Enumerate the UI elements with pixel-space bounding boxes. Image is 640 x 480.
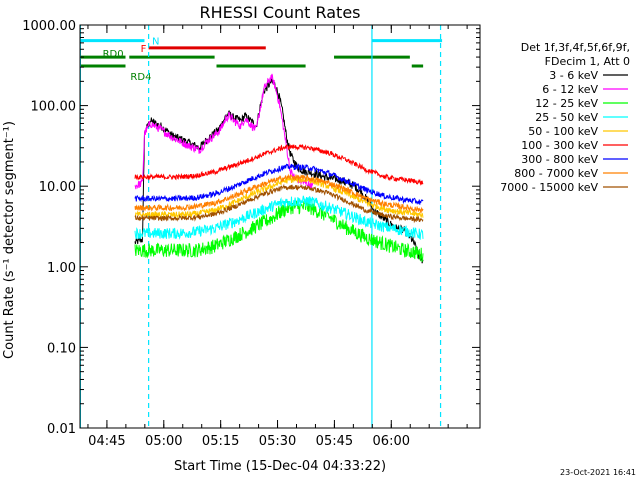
series-300-800-kev bbox=[134, 163, 424, 205]
x-axis-label: Start Time (15-Dec-04 04:33:22) bbox=[174, 459, 386, 474]
series-3-6-kev bbox=[134, 77, 424, 264]
chart-title: RHESSI Count Rates bbox=[200, 3, 361, 22]
flag-label-rd0: RD0 bbox=[103, 49, 124, 60]
legend: Det 1f,3f,4f,5f,6f,9f, FDecim 1, Att 0 3… bbox=[500, 41, 630, 194]
flag-label-n: N bbox=[152, 37, 159, 48]
y-tick-label: 10.00 bbox=[39, 180, 76, 195]
legend-item-label: 300 - 800 keV bbox=[521, 153, 598, 166]
y-tick-label: 1000.00 bbox=[22, 19, 76, 34]
legend-item-label: 7000 - 15000 keV bbox=[500, 181, 598, 194]
y-tick-label: 0.10 bbox=[47, 341, 76, 356]
y-tick-label: 100.00 bbox=[31, 100, 77, 115]
x-tick-label: 04:45 bbox=[88, 434, 125, 449]
series-25-50-kev bbox=[134, 195, 424, 241]
footer-date: 23-Oct-2021 16:41 bbox=[560, 468, 636, 477]
series-7000-15000-kev bbox=[134, 183, 424, 224]
legend-item-label: 100 - 300 keV bbox=[521, 139, 598, 152]
x-tick-label: 05:00 bbox=[145, 434, 182, 449]
x-tick-label: 05:15 bbox=[202, 434, 239, 449]
y-tick-label: 0.01 bbox=[47, 422, 76, 437]
y-tick-label: 1.00 bbox=[47, 261, 76, 276]
series-12-25-kev bbox=[134, 200, 424, 262]
legend-item-label: 3 - 6 keV bbox=[549, 69, 598, 82]
series-50-100-kev bbox=[134, 176, 424, 220]
legend-header-2: FDecim 1, Att 0 bbox=[545, 55, 630, 68]
flag-bars: NF RD0 RD4 bbox=[80, 37, 443, 83]
legend-header-1: Det 1f,3f,4f,5f,6f,9f, bbox=[521, 41, 630, 54]
x-tick-label: 05:45 bbox=[316, 434, 353, 449]
x-tick-label: 06:00 bbox=[373, 434, 410, 449]
plot-frame bbox=[79, 24, 481, 429]
legend-item-label: 50 - 100 keV bbox=[528, 125, 598, 138]
legend-item-label: 12 - 25 keV bbox=[535, 97, 598, 110]
legend-item-label: 25 - 50 keV bbox=[535, 111, 598, 124]
flag-label-f: F bbox=[141, 44, 147, 55]
series-800-7000-kev bbox=[134, 173, 424, 214]
x-axis: 04:45 05:00 05:15 05:30 05:45 06:00 bbox=[87, 25, 468, 449]
y-axis-label: Count Rate (s⁻¹ detector segment⁻¹) bbox=[2, 121, 17, 359]
flag-label-rd4: RD4 bbox=[130, 72, 151, 83]
legend-item-label: 6 - 12 keV bbox=[542, 83, 598, 96]
y-axis: 1000.00 100.00 10.00 1.00 0.10 0.01 bbox=[22, 19, 480, 437]
series-lines bbox=[134, 73, 424, 264]
legend-item-label: 800 - 7000 keV bbox=[514, 167, 598, 180]
series-6-12-kev bbox=[134, 73, 314, 190]
x-tick-label: 05:30 bbox=[259, 434, 296, 449]
series-100-300-kev bbox=[134, 143, 424, 186]
